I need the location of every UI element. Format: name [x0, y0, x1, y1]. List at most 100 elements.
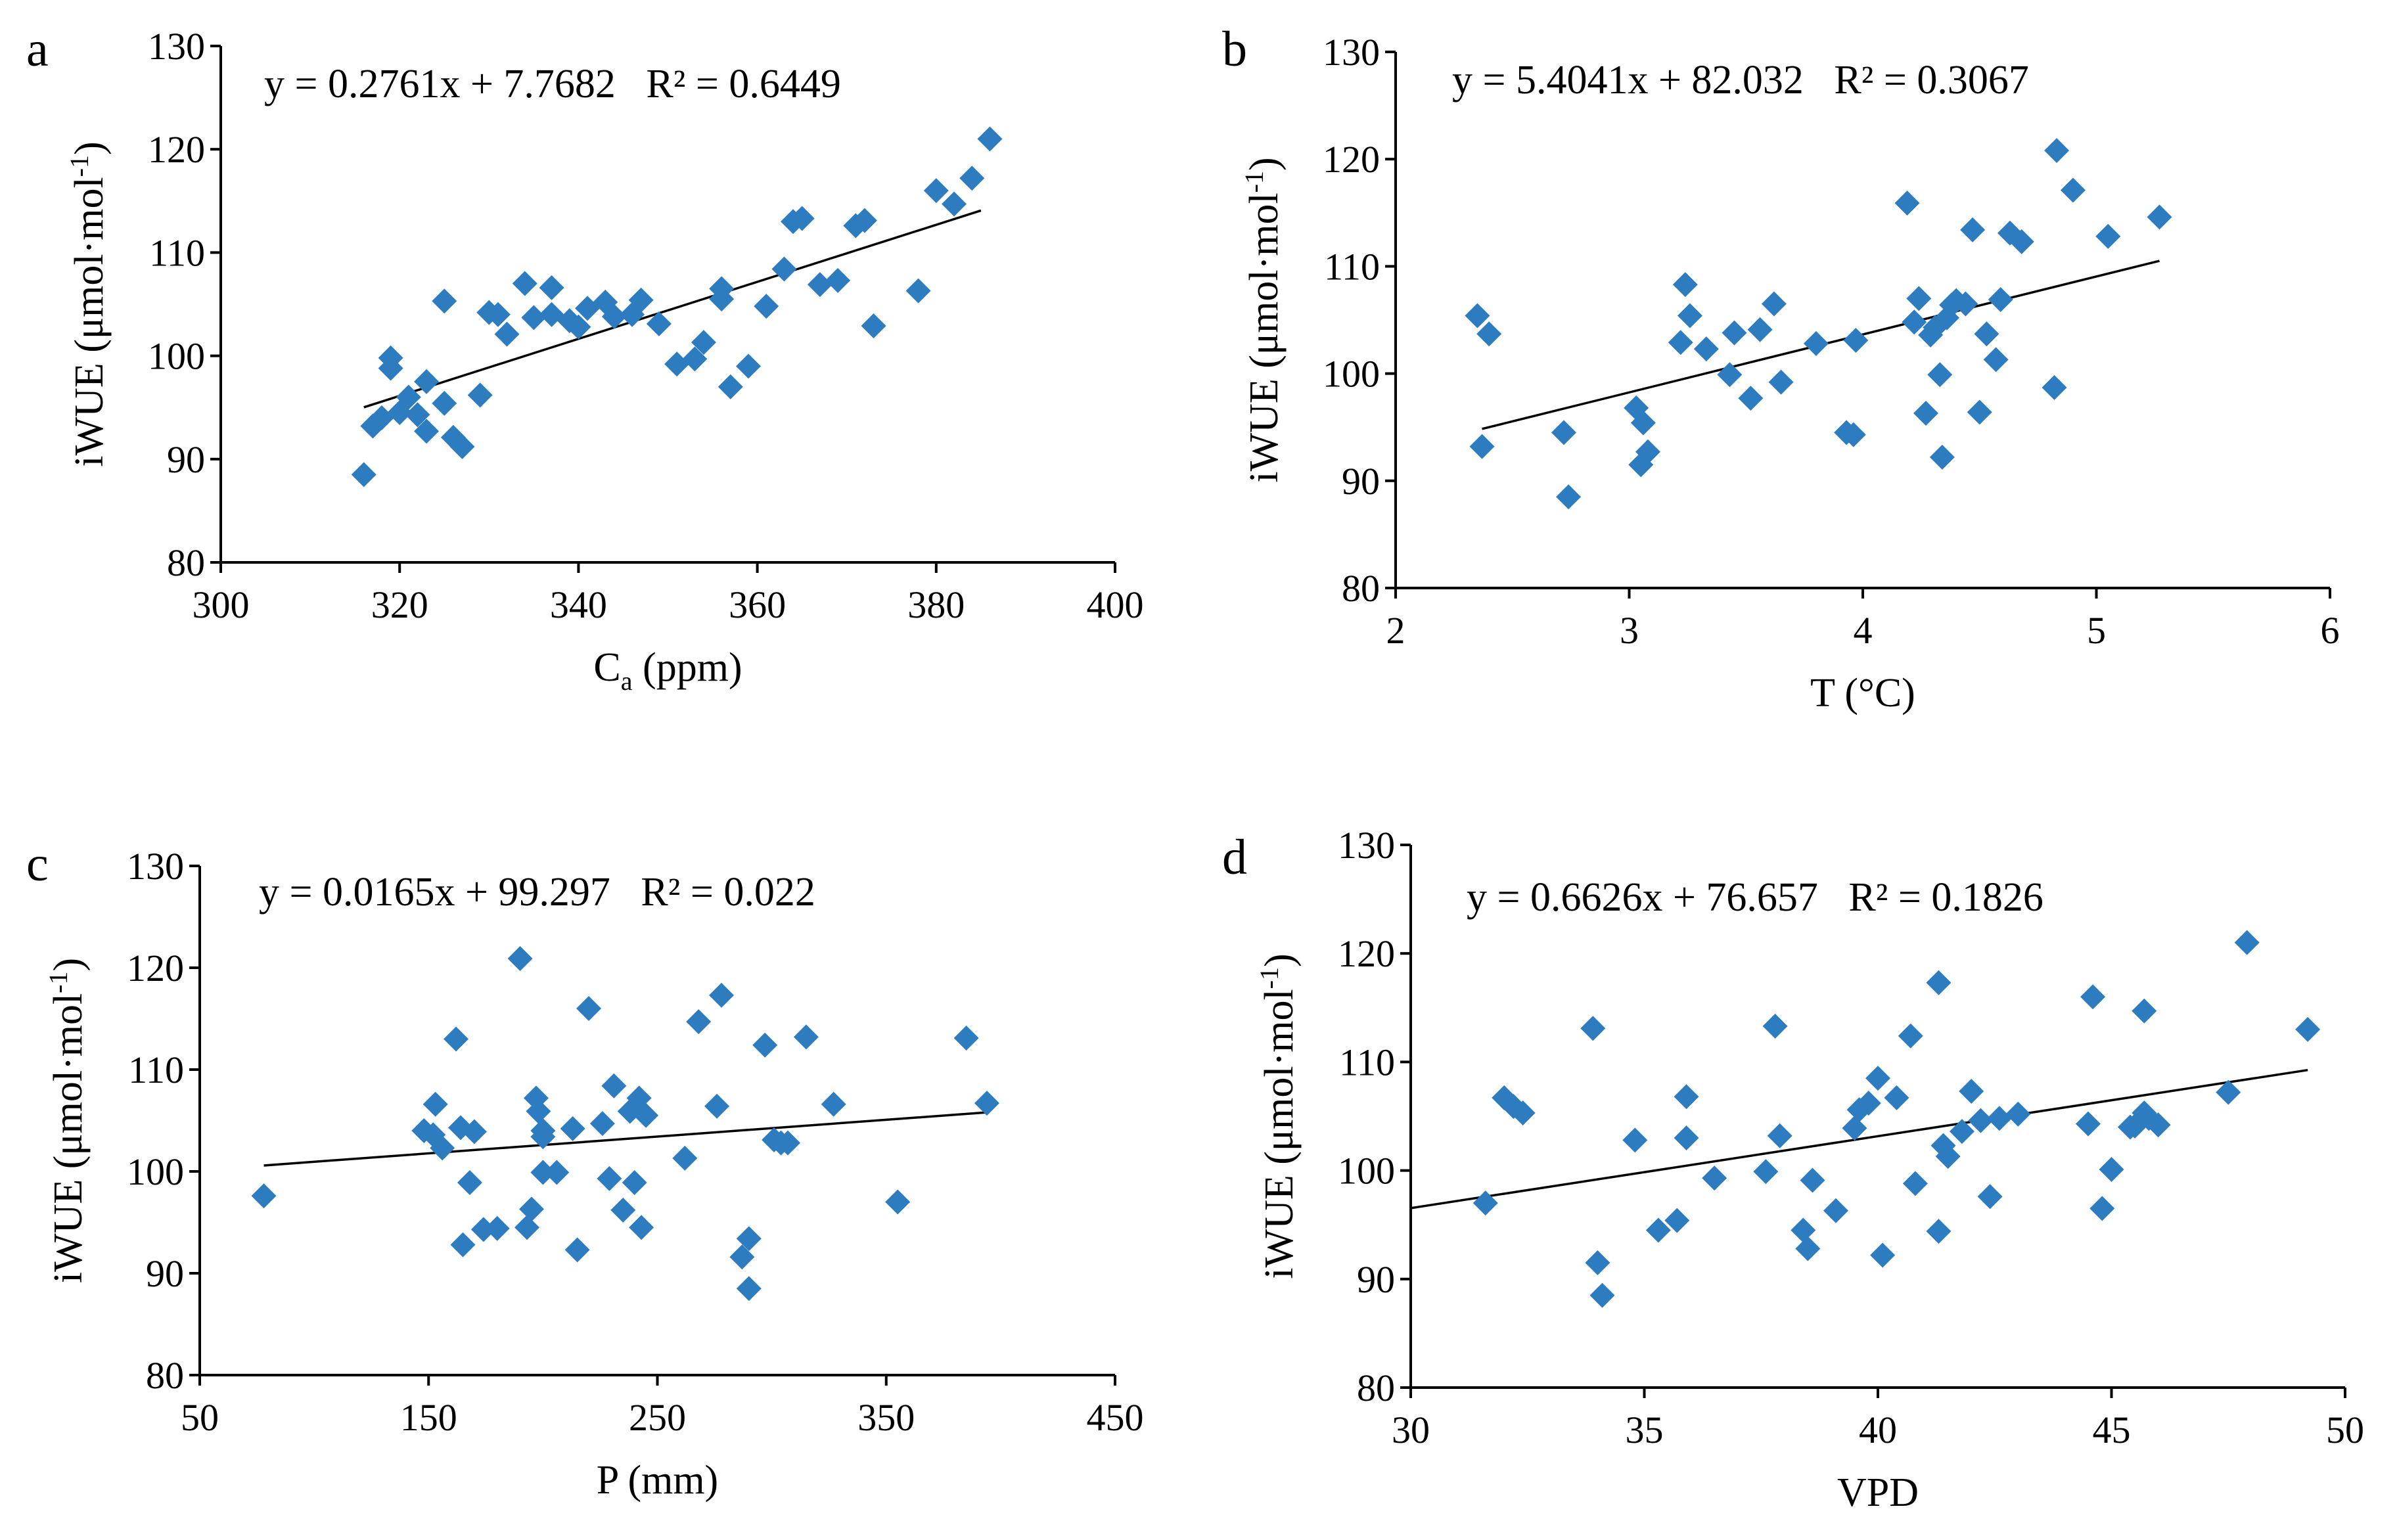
data-point — [1677, 303, 1702, 328]
data-point — [2234, 930, 2260, 955]
y-tick-label: 120 — [148, 128, 205, 171]
data-point — [2060, 177, 2086, 203]
data-point — [1693, 336, 1719, 362]
y-tick-label: 90 — [1342, 460, 1380, 503]
data-point — [1960, 217, 1986, 242]
data-point — [1800, 1167, 1825, 1193]
data-point — [544, 1160, 570, 1185]
data-point — [1902, 1171, 1928, 1196]
y-tick-label: 120 — [127, 947, 184, 989]
y-tick-label: 100 — [1323, 353, 1380, 396]
data-point — [628, 287, 654, 313]
data-point — [1465, 303, 1490, 328]
data-point — [526, 1098, 551, 1124]
x-axis-label: P (mm) — [597, 1458, 718, 1503]
data-point — [1674, 1125, 1699, 1151]
data-point — [718, 374, 743, 399]
data-point — [1840, 422, 1866, 447]
data-point — [539, 275, 564, 300]
data-point — [470, 1217, 496, 1242]
panel-letter: d — [1222, 830, 1247, 885]
data-point — [736, 1226, 762, 1252]
data-point — [1823, 1198, 1849, 1223]
data-point — [601, 304, 627, 329]
y-tick-label: 130 — [1323, 31, 1380, 74]
data-point — [1906, 286, 1932, 311]
data-point — [430, 1135, 455, 1161]
y-tick-label: 100 — [1338, 1150, 1395, 1192]
data-point — [1702, 1166, 1727, 1191]
data-point — [589, 1111, 615, 1137]
data-point — [664, 351, 690, 377]
data-point — [1949, 1119, 1975, 1144]
data-point — [597, 1166, 622, 1191]
data-point — [2080, 984, 2106, 1010]
data-point — [530, 1124, 556, 1150]
data-point — [1913, 400, 1938, 426]
data-point — [1870, 1242, 1896, 1268]
x-tick-label: 150 — [400, 1396, 457, 1439]
data-point — [610, 1197, 636, 1223]
x-tick-label: 40 — [1859, 1409, 1897, 1451]
panel-d: 80 90 100 110 120 130 30 35 40 45 50 VPD iWUE (μmol·… — [1222, 824, 2364, 1515]
data-point — [576, 996, 602, 1021]
data-point — [432, 390, 457, 416]
data-point — [2295, 1016, 2321, 1042]
data-point — [691, 330, 716, 355]
data-point — [709, 276, 735, 302]
data-point — [1556, 484, 1582, 510]
data-point — [1551, 420, 1576, 445]
trendline — [1410, 1068, 2308, 1210]
data-point — [1510, 1100, 1536, 1126]
data-point — [2099, 1156, 2124, 1182]
data-point — [1762, 1013, 1788, 1039]
data-point — [564, 1237, 590, 1263]
x-tick-label: 50 — [181, 1396, 219, 1439]
data-point — [1959, 1079, 1984, 1104]
data-point — [1856, 1091, 1881, 1116]
data-point — [530, 1160, 556, 1185]
x-tick-label: 5 — [2087, 609, 2106, 652]
data-point — [1894, 191, 1920, 216]
data-point — [1761, 291, 1787, 317]
data-point — [1476, 321, 1502, 347]
data-point — [807, 272, 833, 298]
data-point — [861, 313, 886, 339]
x-tick-label: 2 — [1386, 609, 1405, 652]
data-point — [512, 271, 537, 296]
data-point — [1974, 321, 1999, 347]
y-tick-label: 130 — [127, 845, 184, 888]
x-tick-label: 6 — [2321, 609, 2340, 652]
y-tick-label: 120 — [1323, 138, 1380, 181]
data-point — [905, 278, 931, 304]
y-tick-label: 130 — [1338, 824, 1395, 867]
data-point — [789, 206, 815, 231]
y-tick-label: 110 — [1339, 1041, 1395, 1083]
data-point — [646, 311, 672, 336]
data-point — [1988, 286, 2013, 312]
data-point — [494, 321, 520, 347]
data-point — [457, 1170, 482, 1196]
data-point — [1668, 330, 1693, 355]
data-point — [793, 1024, 819, 1050]
data-point — [771, 256, 797, 282]
data-point — [704, 1093, 730, 1119]
data-point — [449, 434, 475, 459]
y-tick-label: 110 — [1324, 245, 1380, 288]
panel-b: 80 90 100 110 120 130 2 3 4 5 6 T (°C) iWUE (μmol·mo… — [1222, 22, 2340, 715]
data-point — [1469, 434, 1495, 459]
panel-letter: b — [1222, 22, 1247, 77]
data-point — [2095, 223, 2121, 249]
y-axis-label: iWUE (μmol·mol-1) — [1239, 157, 1287, 482]
data-point — [1865, 1066, 1890, 1091]
y-tick-label: 120 — [1338, 932, 1395, 975]
data-point — [414, 369, 440, 394]
y-tick-label: 80 — [167, 541, 205, 584]
data-point — [682, 346, 708, 372]
data-point — [821, 1091, 846, 1117]
x-tick-label: 250 — [629, 1396, 686, 1439]
data-point — [2005, 1101, 2031, 1127]
data-point — [1935, 1144, 1961, 1169]
data-point — [709, 982, 735, 1008]
data-point — [351, 462, 377, 487]
